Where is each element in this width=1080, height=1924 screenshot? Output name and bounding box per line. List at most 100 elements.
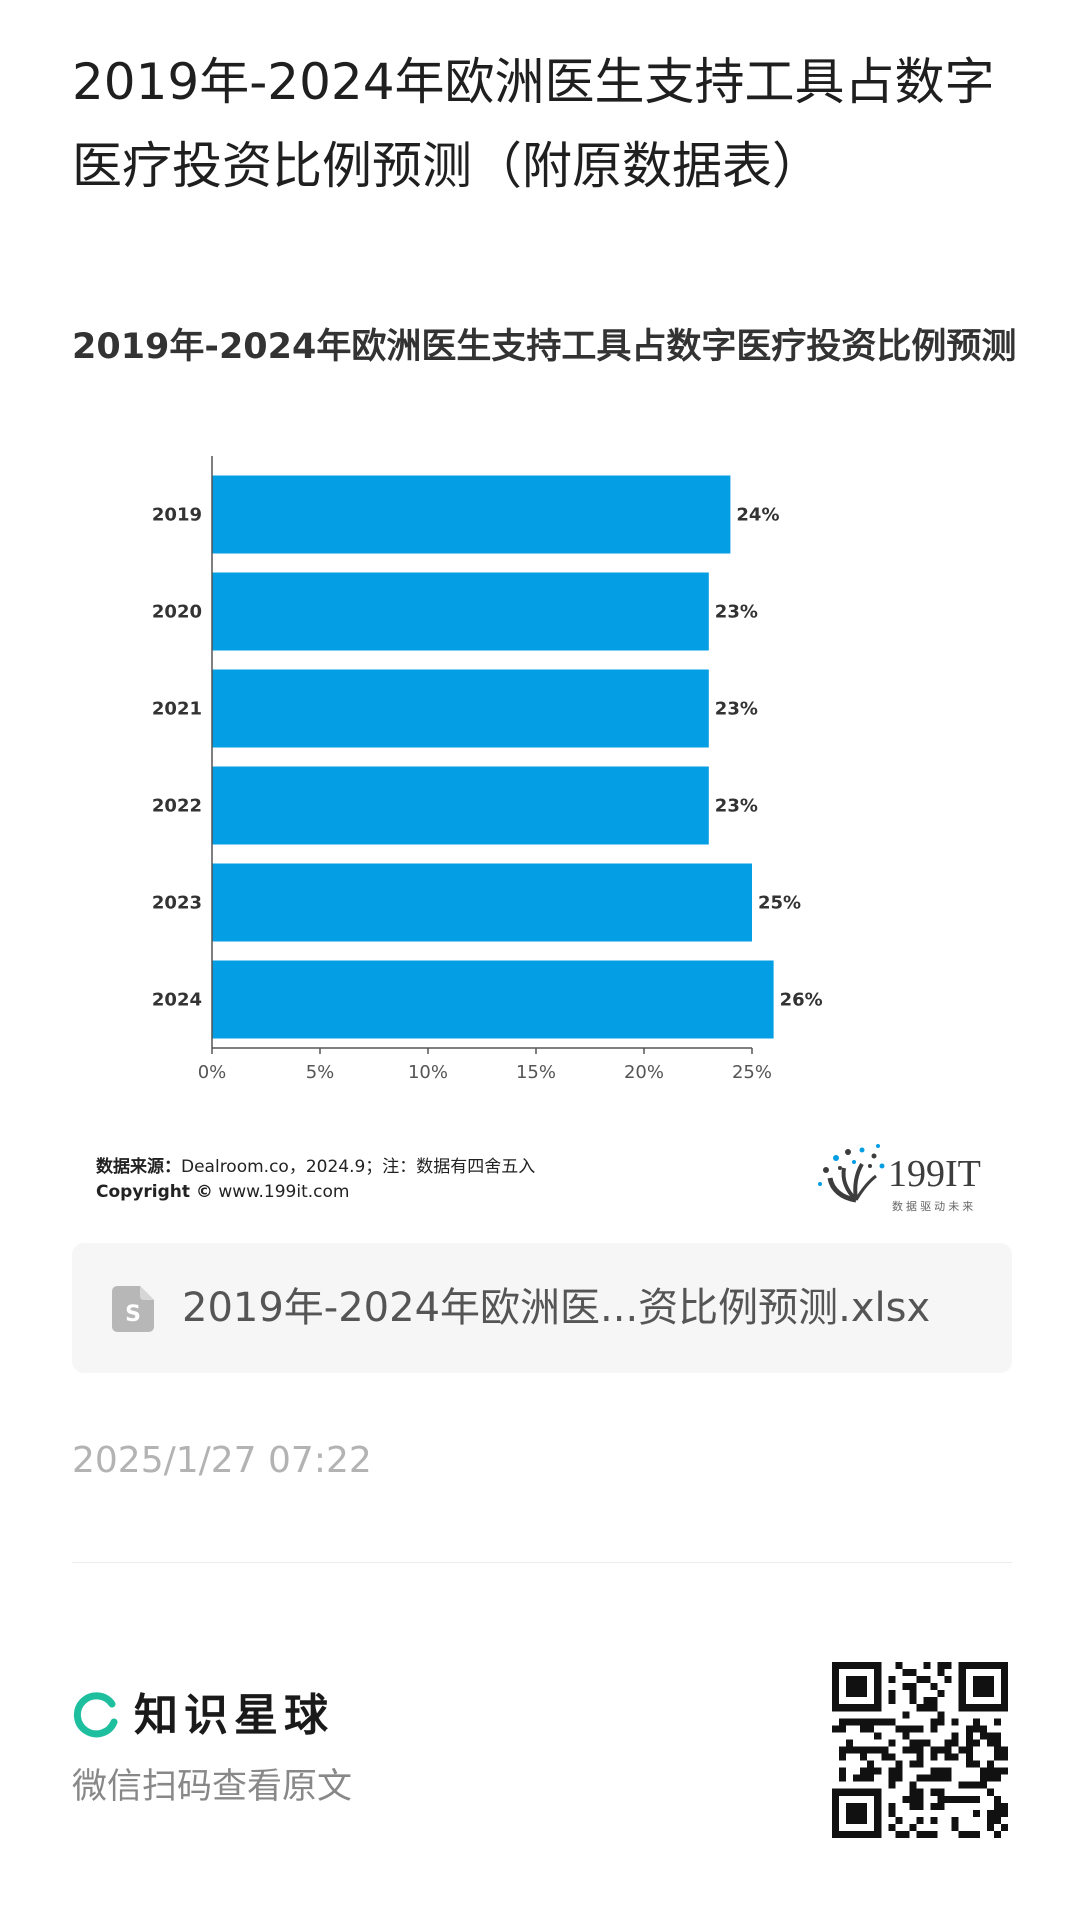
qr-module — [909, 1697, 917, 1705]
qr-module — [979, 1767, 987, 1775]
qr-module — [860, 1746, 868, 1754]
qr-module — [916, 1795, 924, 1803]
qr-module — [930, 1725, 938, 1733]
qr-module — [965, 1830, 973, 1838]
x-tick-label: 10% — [408, 1062, 448, 1083]
qr-module — [993, 1774, 1001, 1782]
qr-module — [979, 1725, 987, 1733]
qr-module — [993, 1753, 1001, 1761]
qr-module — [993, 1830, 1001, 1838]
chart-title: 2019年-2024年欧洲医生支持工具占数字医疗投资比例预测 — [72, 327, 1017, 367]
qr-module — [923, 1662, 931, 1670]
qr-module — [930, 1683, 938, 1691]
qr-module — [937, 1746, 945, 1754]
qr-module — [923, 1739, 931, 1747]
copyright-label: Copyright © — [96, 1182, 213, 1202]
file-name: 2019年-2024年欧洲医...资比例预测.xlsx — [182, 1285, 931, 1331]
qr-module — [937, 1690, 945, 1698]
qr-module — [972, 1725, 980, 1733]
qr-module — [965, 1753, 973, 1761]
qr-module — [874, 1767, 882, 1775]
qr-module — [874, 1718, 882, 1726]
x-tick-label: 15% — [516, 1062, 556, 1083]
qr-module — [1000, 1767, 1008, 1775]
qr-module — [944, 1662, 952, 1670]
qr-module — [902, 1725, 910, 1733]
qr-module — [909, 1725, 917, 1733]
qr-module — [944, 1753, 952, 1761]
qr-module — [853, 1718, 861, 1726]
file-attachment[interactable]: S 2019年-2024年欧洲医...资比例预测.xlsx — [72, 1243, 1012, 1373]
qr-module — [902, 1732, 910, 1740]
qr-module — [937, 1788, 945, 1796]
scan-hint: 微信扫码查看原文 — [72, 1767, 353, 1807]
qr-finder-inner — [972, 1676, 994, 1698]
qr-module — [895, 1816, 903, 1824]
qr-module — [972, 1795, 980, 1803]
qr-module — [867, 1774, 875, 1782]
qr-module — [993, 1809, 1001, 1817]
qr-module — [958, 1781, 966, 1789]
qr-module — [937, 1767, 945, 1775]
qr-module — [944, 1739, 952, 1747]
qr-module — [888, 1767, 896, 1775]
qr-module — [965, 1725, 973, 1733]
timestamp: 2025/1/27 07:22 — [72, 1440, 372, 1481]
x-tick-label: 5% — [306, 1062, 335, 1083]
qr-module — [895, 1760, 903, 1768]
qr-module — [916, 1725, 924, 1733]
qr-module — [951, 1732, 959, 1740]
qr-module — [860, 1718, 868, 1726]
qr-module — [839, 1774, 847, 1782]
qr-module — [909, 1802, 917, 1810]
qr-module — [937, 1669, 945, 1677]
qr-module — [993, 1795, 1001, 1803]
qr-module — [937, 1774, 945, 1782]
category-label: 2021 — [152, 699, 202, 720]
qr-module — [993, 1802, 1001, 1810]
qr-module — [853, 1774, 861, 1782]
qr-module — [846, 1746, 854, 1754]
qr-module — [916, 1704, 924, 1712]
qr-module — [965, 1760, 973, 1768]
qr-module — [909, 1760, 917, 1768]
qr-module — [979, 1781, 987, 1789]
category-label: 2020 — [152, 602, 202, 623]
qr-module — [958, 1795, 966, 1803]
qr-module — [930, 1802, 938, 1810]
199it-logo: 199IT 数 据 驱 动 未 来 — [818, 1144, 981, 1213]
qr-module — [986, 1816, 994, 1824]
qr-module — [930, 1774, 938, 1782]
bar — [212, 572, 709, 651]
qr-module — [965, 1781, 973, 1789]
data-label: 23% — [715, 796, 758, 817]
qr-module — [909, 1690, 917, 1698]
qr-module — [1000, 1809, 1008, 1817]
qr-module — [881, 1718, 889, 1726]
qr-module — [888, 1802, 896, 1810]
qr-module — [986, 1767, 994, 1775]
category-label: 2024 — [152, 990, 202, 1011]
qr-module — [902, 1711, 910, 1719]
qr-module — [916, 1802, 924, 1810]
spreadsheet-file-icon: S — [112, 1286, 154, 1332]
qr-code[interactable] — [832, 1662, 1008, 1838]
qr-module — [923, 1676, 931, 1684]
qr-module — [902, 1669, 910, 1677]
qr-module — [1000, 1823, 1008, 1831]
brand-name: 知识星球 — [134, 1690, 334, 1741]
qr-module — [979, 1774, 987, 1782]
qr-module — [846, 1739, 854, 1747]
qr-module — [888, 1697, 896, 1705]
qr-module — [888, 1781, 896, 1789]
qr-module — [888, 1774, 896, 1782]
qr-module — [930, 1788, 938, 1796]
qr-module — [965, 1746, 973, 1754]
qr-module — [902, 1746, 910, 1754]
qr-module — [1000, 1753, 1008, 1761]
qr-module — [993, 1746, 1001, 1754]
qr-module — [986, 1788, 994, 1796]
qr-module — [874, 1732, 882, 1740]
qr-module — [916, 1760, 924, 1768]
qr-module — [993, 1739, 1001, 1747]
